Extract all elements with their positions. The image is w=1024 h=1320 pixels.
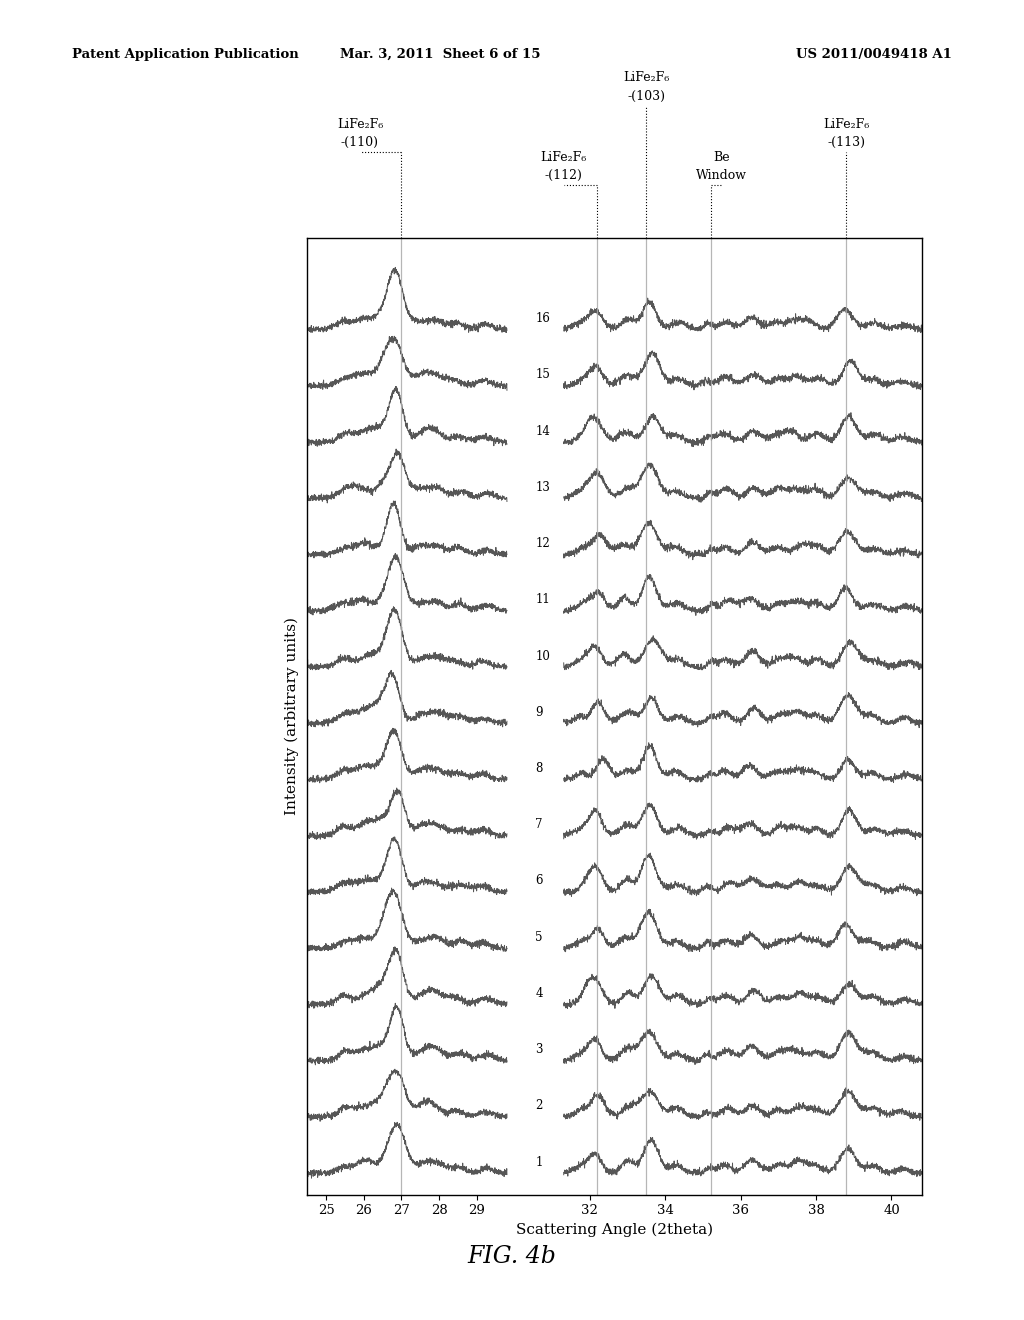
Text: 10: 10: [536, 649, 550, 663]
Text: 13: 13: [536, 480, 550, 494]
Y-axis label: Intensity (arbitrary units): Intensity (arbitrary units): [285, 618, 299, 814]
Text: FIG. 4b: FIG. 4b: [468, 1245, 556, 1269]
Text: -(110): -(110): [341, 136, 379, 149]
Text: LiFe₂F₆: LiFe₂F₆: [823, 117, 869, 131]
Text: Patent Application Publication: Patent Application Publication: [72, 48, 298, 61]
Text: Window: Window: [696, 169, 748, 182]
Text: -(103): -(103): [628, 90, 666, 103]
Text: Mar. 3, 2011  Sheet 6 of 15: Mar. 3, 2011 Sheet 6 of 15: [340, 48, 541, 61]
Text: -(113): -(113): [827, 136, 865, 149]
Text: 12: 12: [536, 537, 550, 550]
X-axis label: Scattering Angle (2theta): Scattering Angle (2theta): [516, 1222, 713, 1237]
Text: 2: 2: [536, 1100, 543, 1113]
Text: -(112): -(112): [545, 169, 583, 182]
Text: 11: 11: [536, 594, 550, 606]
Text: US 2011/0049418 A1: US 2011/0049418 A1: [797, 48, 952, 61]
Text: 15: 15: [536, 368, 550, 381]
Text: 7: 7: [536, 818, 543, 832]
Text: 5: 5: [536, 931, 543, 944]
Text: 8: 8: [536, 762, 543, 775]
Text: LiFe₂F₆: LiFe₂F₆: [624, 71, 670, 84]
Text: 6: 6: [536, 874, 543, 887]
Text: 4: 4: [536, 987, 543, 1001]
Text: Be: Be: [714, 150, 730, 164]
Text: 9: 9: [536, 706, 543, 719]
Text: LiFe₂F₆: LiFe₂F₆: [541, 150, 587, 164]
Text: 3: 3: [536, 1043, 543, 1056]
Text: LiFe₂F₆: LiFe₂F₆: [337, 117, 383, 131]
Text: 16: 16: [536, 313, 550, 325]
Text: 14: 14: [536, 425, 550, 438]
Text: 1: 1: [536, 1155, 543, 1168]
